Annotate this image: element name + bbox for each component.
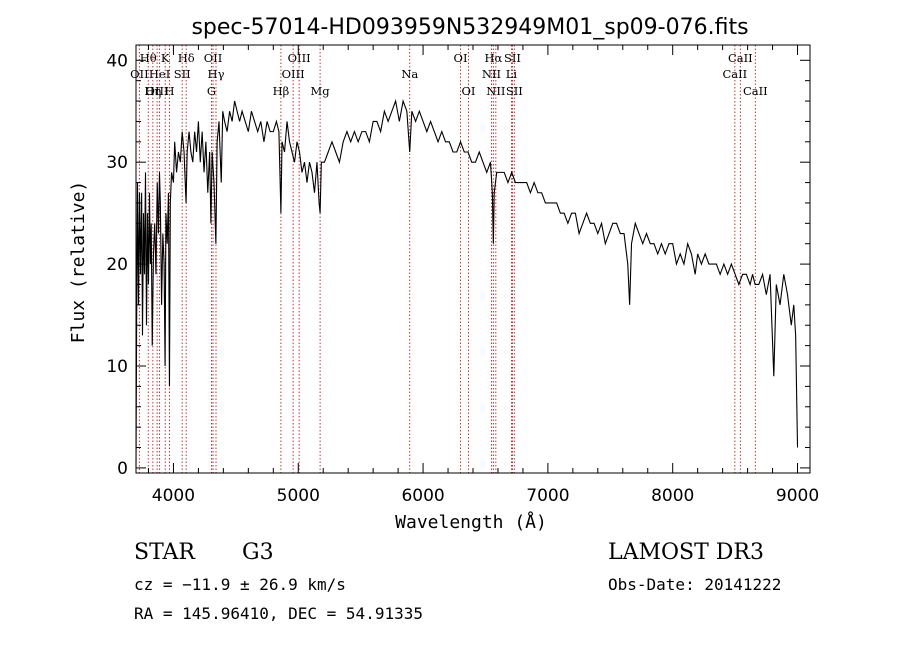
object-subclass: G3 (242, 540, 274, 565)
spectral-line-label: OIII (282, 67, 305, 81)
spectral-line-label: Mg (311, 84, 331, 98)
spectral-line-label: OII (204, 51, 223, 65)
y-tick-label: 20 (106, 255, 128, 275)
spectral-line-label: Hη (144, 84, 161, 98)
survey-name: LAMOST DR3 (608, 540, 764, 565)
spectral-line-label: SII (504, 51, 521, 65)
y-axis-label: Flux (relative) (68, 181, 89, 344)
spectral-line-label: Hθ (140, 51, 157, 65)
x-tick-label: 7000 (526, 486, 569, 506)
y-tick-label: 40 (106, 51, 128, 71)
spectral-line-label: CaII (728, 51, 753, 65)
spectral-line-label: K (161, 51, 170, 65)
spectral-line-label: OIII (288, 51, 311, 65)
coordinates: RA = 145.96410, DEC = 54.91335 (134, 604, 423, 623)
y-tick-label: 30 (106, 153, 128, 173)
x-axis-label: Wavelength (Å) (395, 511, 547, 533)
spectral-line-label: Hα (484, 51, 502, 65)
object-class: STAR (134, 540, 195, 565)
spectral-line-label: OIII (146, 84, 169, 98)
spectral-line-label: Hδ (178, 51, 195, 65)
spectrum-series-line (135, 98, 799, 468)
axis-ticks: 4000 5000 6000 7000 8000 9000 0 10 20 30 40 (106, 45, 819, 506)
spectral-line-label: NII (482, 67, 501, 81)
spectral-line-label: SII (174, 67, 191, 81)
spectral-line-label: HeI (149, 67, 170, 81)
spectral-line-label: Li (506, 67, 518, 81)
spectral-line-label: OI (454, 51, 468, 65)
y-tick-label: 10 (106, 357, 128, 377)
spectral-line-label: G (207, 84, 216, 98)
spectral-line-label: OII (130, 67, 149, 81)
spectral-line-label: Hβ (273, 84, 290, 98)
spectral-line-label: OI (462, 84, 476, 98)
x-tick-label: 5000 (277, 486, 320, 506)
x-tick-label: 6000 (401, 486, 444, 506)
x-tick-label: 8000 (651, 486, 694, 506)
spectral-line-label: Na (401, 67, 418, 81)
spectral-line-label: SII (506, 84, 523, 98)
redshift-velocity: cz = −11.9 ± 26.9 km/s (134, 575, 346, 594)
spectral-lines-layer (138, 45, 756, 473)
observation-date: Obs-Date: 20141222 (608, 575, 782, 594)
y-tick-label: 0 (117, 459, 128, 479)
x-tick-label: 9000 (776, 486, 819, 506)
x-tick-label: 4000 (152, 486, 195, 506)
spectral-line-label: Hγ (208, 67, 225, 81)
spectral-line-label: CaII (722, 67, 747, 81)
spectral-line-label: H (165, 84, 175, 98)
spectral-line-label: CaII (743, 84, 768, 98)
spectral-line-label: NII (486, 84, 505, 98)
spectral-line-labels: Hθ OII OIII K HeI Hη SII H Hδ OII Hγ G OIII OIII Hβ Mg N… (130, 51, 768, 98)
chart-title: spec-57014-HD093959N532949M01_sp09-076.f… (191, 15, 748, 40)
